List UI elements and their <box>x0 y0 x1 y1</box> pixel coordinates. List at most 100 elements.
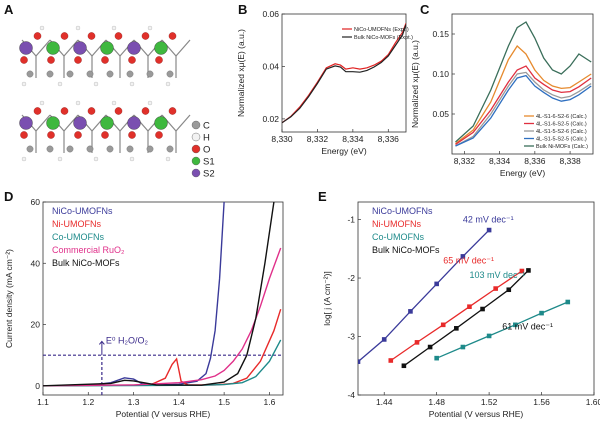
legend-atom-swatch <box>191 144 201 154</box>
atom-h <box>111 25 117 31</box>
tafel-slope-label: 65 mV dec⁻¹ <box>443 255 494 265</box>
atom-o <box>114 107 123 115</box>
series-line <box>43 202 225 387</box>
atom-h <box>147 100 153 106</box>
bond <box>175 114 191 132</box>
reference-label: E⁰ H₂O/O₂ <box>106 335 149 345</box>
y-tick-label: 60 <box>31 197 41 207</box>
atom-h <box>93 156 99 162</box>
y-axis-title: Normalized xμ(E) (a.u.) <box>236 29 246 117</box>
data-point <box>526 268 531 273</box>
y-tick-label: 0.10 <box>432 69 449 79</box>
series-line <box>282 24 406 124</box>
x-tick-label: 1.44 <box>376 397 393 407</box>
atom-o <box>74 56 82 64</box>
legend-label: 4L-S1-6-S2-6 (Calc.) <box>536 114 587 120</box>
atom-o <box>168 32 177 40</box>
atom-s1 <box>100 41 114 55</box>
series-line <box>43 308 282 387</box>
atom-s2 <box>73 116 87 130</box>
legend-label: Bulk Ni-MOFs (Calc.) <box>536 144 588 150</box>
panel-letter-a: A <box>4 2 14 17</box>
atom-h <box>21 81 27 87</box>
data-point <box>480 306 485 312</box>
series-line <box>43 339 282 387</box>
data-point <box>388 358 394 363</box>
atom-h <box>165 81 171 87</box>
legend-label: 4L-S1-5-S2-6 (Calc.) <box>536 129 587 135</box>
atom-h <box>75 25 81 31</box>
series-line <box>43 247 282 387</box>
y-tick-label: 40 <box>31 258 41 268</box>
atom-c <box>106 70 114 78</box>
data-point <box>434 281 439 287</box>
atom-h <box>147 25 153 31</box>
legend-label: Co-UMOFNs <box>52 232 104 242</box>
panel-c-xanes-calc: C 8,332 8,334 8,336 8,338 0.05 0.10 0.15 Energy … <box>410 2 594 178</box>
legend-label: Ni-UMOFNs <box>52 219 101 229</box>
legend-label: 4L-S1-6-S2-5 (Calc.) <box>536 122 587 128</box>
tafel-slope-label: 103 mV dec⁻¹ <box>469 270 525 280</box>
atom-c <box>86 70 94 78</box>
atom-c <box>66 145 74 153</box>
x-tick-label: 8,332 <box>454 156 476 166</box>
data-point <box>440 322 446 328</box>
x-tick-label: 8,330 <box>271 134 293 144</box>
atom-o <box>141 107 150 115</box>
atom-c <box>166 145 174 153</box>
x-tick-label: 1.52 <box>481 397 498 407</box>
x-tick-label: 1.4 <box>173 397 185 407</box>
x-tick-label: 1.3 <box>128 397 140 407</box>
data-point <box>467 304 472 309</box>
atom-o <box>33 32 42 40</box>
panel-letter-c: C <box>420 2 430 17</box>
bond <box>63 39 79 57</box>
legend-atom-label: O <box>203 145 210 156</box>
y-tick-label: 0.04 <box>262 61 279 71</box>
data-point <box>565 299 571 305</box>
atom-o <box>128 56 136 64</box>
atom-h <box>129 156 135 162</box>
data-point <box>460 344 466 350</box>
x-axis-title: Potential (V versus RHE) <box>116 409 211 419</box>
atom-c <box>126 145 134 153</box>
series-line <box>282 22 406 124</box>
x-tick-label: 1.56 <box>533 397 550 407</box>
plot-area <box>455 21 592 147</box>
atom-o <box>47 56 55 64</box>
x-tick-label: 1.48 <box>428 397 445 407</box>
data-point <box>519 268 525 274</box>
legend-label: Bulk NiCo-MOFs <box>372 245 440 255</box>
atom-h <box>21 156 27 162</box>
atom-o <box>155 131 163 139</box>
atom-o <box>60 32 69 40</box>
legend-label: Bulk NiCo-MOFs (Expt.) <box>354 35 413 41</box>
atom-c <box>26 145 34 153</box>
atom-c <box>66 70 74 78</box>
arrow-head <box>98 340 105 345</box>
x-tick-label: 1.2 <box>82 397 94 407</box>
bond <box>35 114 51 132</box>
atom-s1 <box>154 116 168 130</box>
fit-line <box>436 301 569 359</box>
data-point <box>434 355 439 361</box>
data-point <box>486 333 492 339</box>
plot-frame <box>451 13 594 155</box>
crystal-structure-side-view <box>19 100 191 162</box>
atom-s1 <box>154 41 168 55</box>
plot-area <box>282 22 406 124</box>
atom-c <box>146 145 154 153</box>
atom-o <box>47 131 55 139</box>
legend-label: NiCo-UMOFNs (Expt.) <box>354 27 409 33</box>
y-tick-label: 0.15 <box>432 29 449 39</box>
atom-o <box>101 131 109 139</box>
atom-c <box>46 145 54 153</box>
legend-atom-label: C <box>203 121 210 132</box>
y-tick-label: -3 <box>347 332 355 342</box>
y-tick-label: 0.02 <box>262 114 279 124</box>
panel-b-xanes-expt: B 8,330 8,332 8,334 8,336 0.02 0.04 0.06 Energy … <box>236 2 413 156</box>
data-point <box>493 286 498 291</box>
legend-label: Bulk NiCo-MOFs <box>52 258 120 268</box>
atom-h <box>165 156 171 162</box>
